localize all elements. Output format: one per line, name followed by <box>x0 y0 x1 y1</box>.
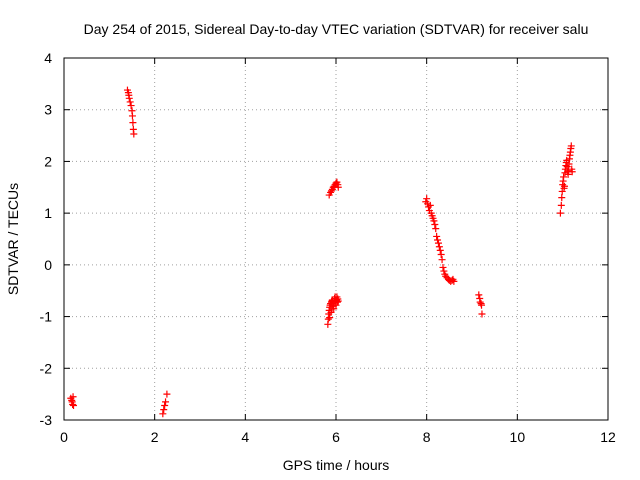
data-point <box>70 402 78 410</box>
data-point <box>130 130 138 138</box>
x-tick-label: 8 <box>423 429 431 445</box>
y-tick-label: -2 <box>40 360 53 376</box>
data-point <box>127 102 135 110</box>
data-point <box>126 98 134 106</box>
data-point <box>430 217 438 225</box>
data-point <box>450 277 458 285</box>
data-point <box>560 173 568 181</box>
y-axis-label: SDTVAR / TECUs <box>5 183 21 295</box>
data-point <box>568 168 576 176</box>
data-point <box>69 400 77 408</box>
data-point <box>159 410 167 418</box>
chart-title: Day 254 of 2015, Sidereal Day-to-day VTE… <box>84 21 589 37</box>
x-tick-label: 0 <box>60 429 68 445</box>
data-point <box>436 246 444 254</box>
x-tick-label: 10 <box>510 429 526 445</box>
data-point <box>435 243 443 251</box>
data-point <box>560 182 568 190</box>
data-point <box>476 298 484 306</box>
data-point <box>433 232 441 240</box>
data-point <box>434 239 442 247</box>
x-tick-label: 2 <box>151 429 159 445</box>
x-tick-label: 12 <box>600 429 616 445</box>
x-tick-label: 6 <box>332 429 340 445</box>
data-point <box>334 183 342 191</box>
x-axis-label: GPS time / hours <box>283 457 390 473</box>
data-point <box>163 390 171 398</box>
data-point <box>431 221 439 229</box>
data-point <box>438 256 446 264</box>
data-point <box>161 402 169 410</box>
data-point <box>128 112 136 120</box>
data-point <box>475 291 483 299</box>
data-point <box>327 187 335 195</box>
data-point <box>160 406 168 414</box>
data-point <box>426 201 434 209</box>
y-tick-label: 2 <box>44 153 52 169</box>
data-point <box>326 314 334 322</box>
y-tick-label: 0 <box>44 257 52 273</box>
data-point <box>478 310 486 318</box>
y-tick-label: -1 <box>40 309 53 325</box>
data-point <box>437 251 445 259</box>
data-point <box>440 267 448 275</box>
data-point <box>327 308 335 316</box>
y-tick-label: 3 <box>44 102 52 118</box>
data-point <box>129 119 137 127</box>
data-point <box>557 201 565 209</box>
data-point <box>558 194 566 202</box>
grid <box>64 58 608 420</box>
data-point <box>556 209 564 217</box>
data-point <box>423 195 431 203</box>
data-point <box>69 393 77 401</box>
x-tick-label: 4 <box>241 429 249 445</box>
data-point <box>334 297 342 305</box>
data-point <box>439 263 447 271</box>
y-tick-label: 4 <box>44 50 52 66</box>
data-point <box>162 398 170 406</box>
x-axis: 0 2 4 6 8 10 12 <box>60 58 616 445</box>
data-points <box>67 86 576 418</box>
data-point <box>565 167 573 175</box>
data-point <box>125 94 133 102</box>
data-point <box>478 301 486 309</box>
y-tick-label: -3 <box>40 412 53 428</box>
y-tick-label: 1 <box>44 205 52 221</box>
data-point <box>432 225 440 233</box>
data-point <box>434 236 442 244</box>
y-axis: -3 -2 -1 0 1 2 3 4 <box>40 50 608 428</box>
data-point <box>328 305 336 313</box>
data-point <box>567 142 575 150</box>
